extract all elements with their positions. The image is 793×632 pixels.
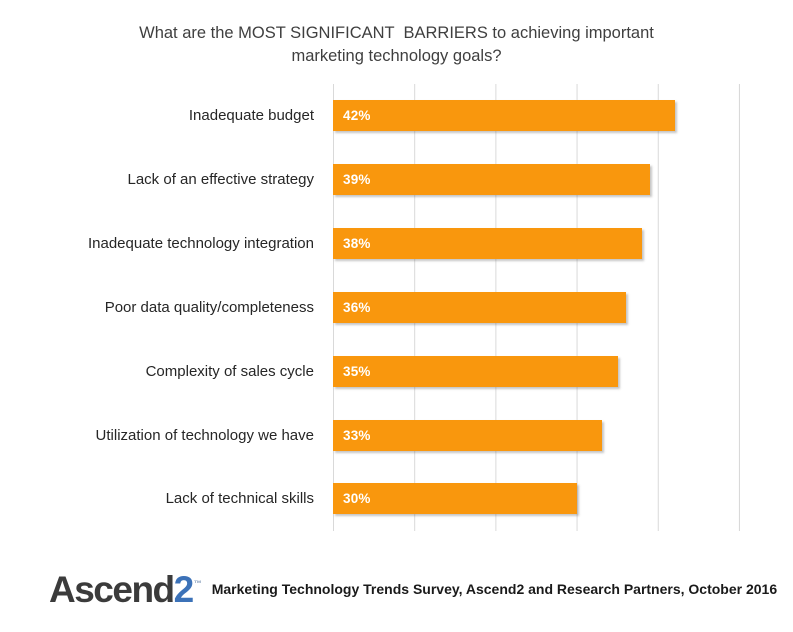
bar: 36% bbox=[333, 291, 627, 323]
chart-row: Lack of an effective strategy 39% bbox=[0, 148, 741, 212]
bar-value-label: 42% bbox=[343, 108, 371, 124]
bar-track: 30% bbox=[333, 483, 740, 515]
source-attribution: Marketing Technology Trends Survey, Asce… bbox=[211, 581, 778, 597]
bar-value-label: 36% bbox=[343, 299, 371, 315]
bar: 39% bbox=[333, 164, 651, 196]
bar-value-label: 30% bbox=[343, 491, 371, 507]
bar-value-label: 35% bbox=[343, 363, 371, 379]
bar: 35% bbox=[333, 355, 618, 387]
category-label: Lack of an effective strategy bbox=[127, 171, 315, 189]
category-label: Inadequate budget bbox=[188, 107, 314, 125]
bar: 38% bbox=[333, 228, 643, 260]
footer: Ascend 2 ™ Marketing Technology Trends Sur… bbox=[49, 564, 777, 610]
bar-value-label: 33% bbox=[343, 427, 371, 443]
bar-track: 35% bbox=[333, 355, 740, 387]
trademark-icon: ™ bbox=[193, 579, 202, 588]
bar-track: 39% bbox=[333, 164, 740, 196]
ascend2-logo: Ascend 2 ™ bbox=[49, 564, 202, 610]
category-label: Inadequate technology integration bbox=[87, 235, 314, 253]
chart-row: Utilization of technology we have 33% bbox=[0, 403, 741, 467]
bar-track: 36% bbox=[333, 291, 740, 323]
category-label: Lack of technical skills bbox=[165, 490, 314, 508]
bar: 42% bbox=[333, 100, 675, 132]
bar-track: 38% bbox=[333, 228, 740, 260]
logo-text-dark: Ascend bbox=[49, 569, 175, 610]
chart-title-line1: What are the MOST SIGNIFICANT BARRIERS t… bbox=[139, 24, 654, 42]
bar-chart: Inadequate budget 42% Lack of an effective… bbox=[0, 84, 741, 531]
category-label: Complexity of sales cycle bbox=[145, 362, 314, 380]
category-label: Utilization of technology we have bbox=[95, 426, 314, 444]
chart-title-line2: marketing technology goals? bbox=[291, 47, 502, 65]
chart-row: Lack of technical skills 30% bbox=[0, 467, 741, 531]
bar-value-label: 39% bbox=[343, 172, 371, 188]
bar-value-label: 38% bbox=[343, 236, 371, 252]
bar-track: 42% bbox=[333, 100, 740, 132]
chart-row: Inadequate technology integration 38% bbox=[0, 212, 741, 276]
bar: 33% bbox=[333, 419, 602, 451]
chart-rows: Inadequate budget 42% Lack of an effective… bbox=[0, 84, 741, 531]
chart-row: Inadequate budget 42% bbox=[0, 84, 741, 148]
chart-row: Complexity of sales cycle 35% bbox=[0, 339, 741, 403]
chart-title: What are the MOST SIGNIFICANT BARRIERS t… bbox=[0, 22, 793, 68]
logo-text-blue: 2 bbox=[173, 569, 195, 610]
bar-track: 33% bbox=[333, 419, 740, 451]
chart-row: Poor data quality/completeness 36% bbox=[0, 276, 741, 340]
category-label: Poor data quality/completeness bbox=[104, 298, 314, 316]
bar: 30% bbox=[333, 483, 578, 515]
